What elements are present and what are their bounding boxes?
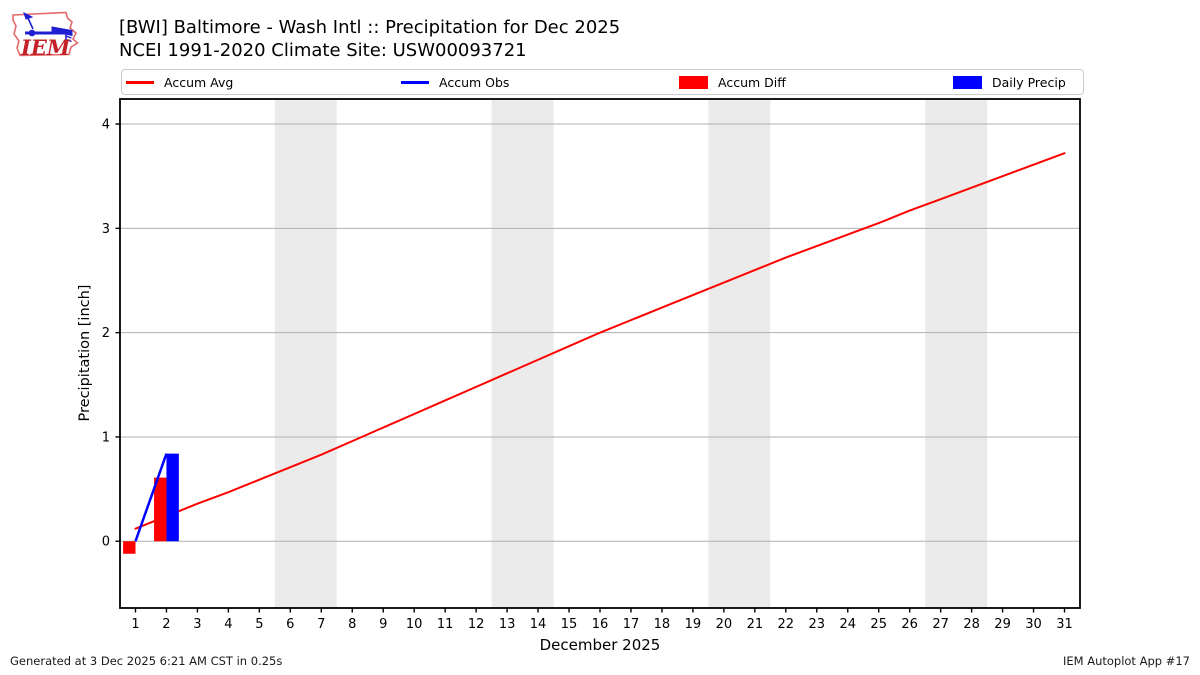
x-tick-label: 29 <box>994 617 1011 632</box>
y-tick-label: 4 <box>102 118 110 133</box>
y-tick-label: 1 <box>102 430 110 445</box>
x-tick-label: 8 <box>348 617 356 632</box>
bar <box>154 477 167 542</box>
accum-diff-bars <box>123 477 167 554</box>
legend-swatch <box>401 80 429 84</box>
title-block: [BWI] Baltimore - Wash Intl :: Precipita… <box>119 16 620 62</box>
legend-item-accum-obs: Accum Obs <box>401 70 509 94</box>
x-tick-label: 10 <box>406 617 423 632</box>
x-tick-label: 11 <box>437 617 454 632</box>
legend-swatch <box>953 75 982 89</box>
x-tick-label: 23 <box>809 617 826 632</box>
generated-timestamp: Generated at 3 Dec 2025 6:21 AM CST in 0… <box>10 654 283 668</box>
bar <box>166 453 179 542</box>
x-tick-label: 12 <box>468 617 485 632</box>
weather-vane-icon <box>23 12 73 43</box>
x-tick-label: 2 <box>162 617 170 632</box>
y-tick-label: 0 <box>102 535 110 550</box>
x-tick-label: 27 <box>932 617 949 632</box>
x-tick-label: 9 <box>379 617 387 632</box>
x-tick-label: 18 <box>654 617 671 632</box>
legend-item-accum-avg: Accum Avg <box>126 70 233 94</box>
y-axis-ticks: 0 1 2 3 4 <box>102 118 120 550</box>
app-credit: IEM Autoplot App #17 <box>1062 654 1190 668</box>
x-tick-label: 24 <box>839 617 856 632</box>
legend: Accum Avg Accum Obs Accum Diff Daily Precip <box>121 69 1084 95</box>
accum-avg-line <box>134 152 1066 530</box>
x-tick-label: 13 <box>499 617 516 632</box>
legend-label: Accum Diff <box>718 74 786 90</box>
y-tick-label: 2 <box>102 326 110 341</box>
legend-item-accum-diff: Accum Diff <box>679 70 786 94</box>
x-tick-label: 20 <box>716 617 733 632</box>
x-tick-label: 26 <box>901 617 918 632</box>
x-tick-label: 7 <box>317 617 325 632</box>
legend-label: Accum Avg <box>164 74 234 90</box>
x-tick-label: 3 <box>193 617 201 632</box>
x-tick-label: 14 <box>530 617 547 632</box>
x-tick-label: 22 <box>778 617 795 632</box>
x-tick-label: 31 <box>1056 617 1073 632</box>
x-tick-label: 4 <box>224 617 232 632</box>
x-tick-label: 19 <box>685 617 702 632</box>
weekend-bands <box>274 99 988 608</box>
y-tick-label: 3 <box>102 222 110 237</box>
daily-precip-bars <box>166 453 179 542</box>
x-axis-ticks: 1 2 3 4 5 6 7 8 9 10 11 12 13 14 15 16 17 18 19 20 21 22 23 24 2… <box>131 608 1073 632</box>
x-tick-label: 15 <box>561 617 578 632</box>
legend-label: Accum Obs <box>439 74 510 90</box>
x-tick-label: 6 <box>286 617 294 632</box>
legend-swatch <box>679 75 708 89</box>
chart-subtitle: NCEI 1991-2020 Climate Site: USW00093721 <box>119 40 527 61</box>
x-axis-label: December 2025 <box>539 636 661 654</box>
legend-swatch <box>126 80 154 84</box>
y-axis-label: Precipitation [inch] <box>77 284 93 422</box>
x-tick-label: 16 <box>592 617 609 632</box>
iem-logo: IEM <box>12 11 79 60</box>
x-tick-label: 21 <box>747 617 764 632</box>
chart-title: [BWI] Baltimore - Wash Intl :: Precipita… <box>119 17 621 38</box>
x-tick-label: 28 <box>963 617 980 632</box>
x-tick-label: 5 <box>255 617 263 632</box>
iem-logo-text: IEM <box>20 35 71 60</box>
legend-label: Daily Precip <box>992 74 1066 90</box>
accum-obs-line <box>134 453 168 542</box>
x-tick-label: 17 <box>623 617 640 632</box>
legend-item-daily-precip: Daily Precip <box>953 70 1066 94</box>
bar <box>123 541 136 554</box>
x-tick-label: 30 <box>1025 617 1042 632</box>
x-tick-label: 1 <box>131 617 139 632</box>
x-tick-label: 25 <box>870 617 887 632</box>
iowa-outline <box>12 11 79 57</box>
